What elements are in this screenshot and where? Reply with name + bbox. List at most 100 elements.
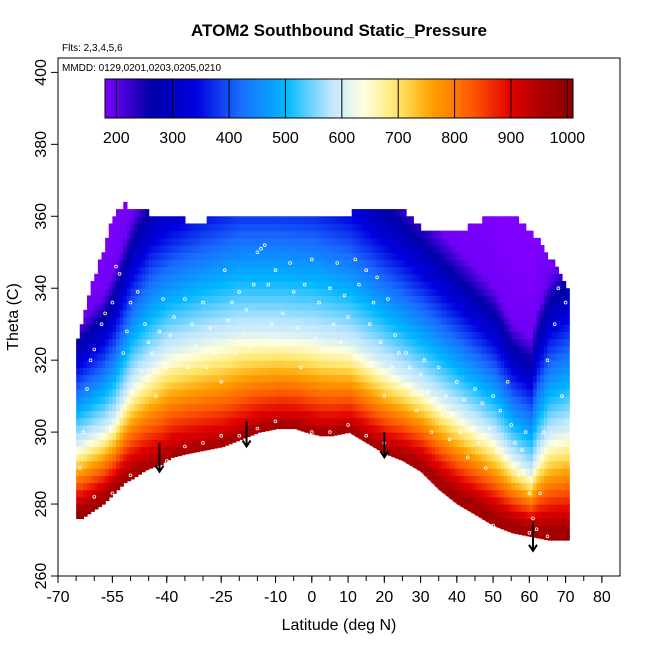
heatmap-cell bbox=[485, 331, 491, 340]
heatmap-cell bbox=[206, 237, 211, 246]
heatmap-cell bbox=[369, 259, 375, 268]
heatmap-cell bbox=[500, 468, 505, 476]
heatmap-cell bbox=[384, 432, 389, 440]
heatmap-cell bbox=[485, 403, 491, 412]
heatmap-cell bbox=[184, 245, 190, 253]
heatmap-cell bbox=[105, 331, 110, 340]
heatmap-cell bbox=[177, 439, 182, 448]
heatmap-cell bbox=[257, 259, 262, 268]
heatmap-cell bbox=[532, 302, 538, 311]
heatmap-cell bbox=[449, 295, 454, 304]
heatmap-cell bbox=[177, 237, 182, 246]
heatmap-cell bbox=[435, 302, 440, 311]
heatmap-cell bbox=[159, 352, 164, 361]
heatmap-cell bbox=[532, 468, 538, 476]
heatmap-cell bbox=[148, 216, 153, 225]
flight-point bbox=[201, 441, 205, 445]
heatmap-cell bbox=[438, 288, 443, 297]
heatmap-cell bbox=[387, 424, 393, 433]
heatmap-cell bbox=[152, 302, 157, 311]
heatmap-cell bbox=[148, 252, 153, 261]
heatmap-cell bbox=[315, 331, 320, 340]
colorbar-strip bbox=[181, 79, 185, 118]
heatmap-cell bbox=[478, 374, 483, 383]
heatmap-cell bbox=[485, 460, 491, 469]
heatmap-cell bbox=[116, 410, 121, 419]
heatmap-cell bbox=[315, 237, 320, 246]
heatmap-cell bbox=[261, 345, 266, 354]
heatmap-cell bbox=[337, 230, 342, 239]
heatmap-cell bbox=[467, 403, 472, 412]
flight-point bbox=[157, 329, 162, 334]
heatmap-cell bbox=[507, 417, 512, 426]
heatmap-cell bbox=[532, 453, 538, 462]
heatmap-cell bbox=[228, 410, 233, 419]
heatmap-cell bbox=[474, 259, 480, 268]
heatmap-cell bbox=[558, 273, 563, 282]
heatmap-cell bbox=[536, 245, 541, 253]
heatmap-cell bbox=[224, 352, 230, 361]
heatmap-cell bbox=[358, 273, 364, 282]
heatmap-cell bbox=[398, 317, 404, 325]
heatmap-cell bbox=[460, 468, 465, 476]
heatmap-cell bbox=[206, 245, 211, 253]
heatmap-cell bbox=[123, 245, 128, 253]
heatmap-cell bbox=[358, 237, 364, 246]
heatmap-cell bbox=[322, 381, 327, 390]
heatmap-cell bbox=[235, 252, 240, 261]
heatmap-cell bbox=[79, 396, 84, 404]
heatmap-cell bbox=[235, 345, 240, 354]
heatmap-cell bbox=[453, 331, 458, 340]
heatmap-cell bbox=[467, 302, 472, 311]
heatmap-cell bbox=[420, 345, 425, 354]
heatmap-cell bbox=[532, 410, 538, 419]
heatmap-cell bbox=[409, 338, 414, 347]
heatmap-cell bbox=[395, 331, 400, 340]
heatmap-cell bbox=[485, 245, 491, 253]
heatmap-cell bbox=[221, 324, 226, 332]
heatmap-cell bbox=[391, 352, 396, 361]
heatmap-cell bbox=[511, 504, 516, 512]
heatmap-cell bbox=[148, 266, 153, 275]
heatmap-cell bbox=[493, 460, 498, 469]
heatmap-cell bbox=[547, 295, 552, 304]
heatmap-cell bbox=[554, 266, 559, 275]
heatmap-cell bbox=[224, 216, 230, 225]
heatmap-cell bbox=[344, 352, 349, 361]
heatmap-cell bbox=[159, 266, 164, 275]
heatmap-cell bbox=[101, 381, 106, 390]
surface-band bbox=[79, 421, 566, 540]
heatmap-cell bbox=[235, 245, 240, 253]
heatmap-cell bbox=[224, 295, 230, 304]
heatmap-cell bbox=[456, 388, 462, 397]
heatmap-cell bbox=[445, 439, 451, 448]
heatmap-cell bbox=[435, 245, 440, 253]
heatmap-cell bbox=[224, 388, 230, 397]
heatmap-cell bbox=[529, 496, 534, 505]
heatmap-cell bbox=[369, 388, 375, 397]
heatmap-cell bbox=[94, 432, 99, 440]
heatmap-cell bbox=[290, 374, 295, 383]
heatmap-cell bbox=[217, 446, 222, 448]
heatmap-cell bbox=[242, 417, 248, 426]
flight-point bbox=[139, 369, 144, 373]
heatmap-cell bbox=[406, 309, 411, 318]
heatmap-cell bbox=[87, 403, 92, 412]
heatmap-cell bbox=[551, 345, 556, 354]
heatmap-cell bbox=[445, 331, 451, 340]
heatmap-cell bbox=[286, 338, 291, 347]
heatmap-cell bbox=[485, 360, 491, 368]
heatmap-cell bbox=[257, 273, 262, 282]
flight-point bbox=[299, 365, 303, 370]
heatmap-cell bbox=[163, 281, 168, 289]
heatmap-cell bbox=[290, 410, 295, 419]
heatmap-cell bbox=[119, 345, 124, 354]
colorbar-strip bbox=[144, 79, 148, 118]
heatmap-cell bbox=[398, 273, 404, 282]
heatmap-cell bbox=[235, 439, 240, 442]
heatmap-cell bbox=[540, 324, 545, 332]
heatmap-cell bbox=[286, 367, 291, 376]
heatmap-cell bbox=[540, 446, 545, 455]
heatmap-cell bbox=[126, 273, 132, 282]
heatmap-cell bbox=[518, 489, 523, 498]
